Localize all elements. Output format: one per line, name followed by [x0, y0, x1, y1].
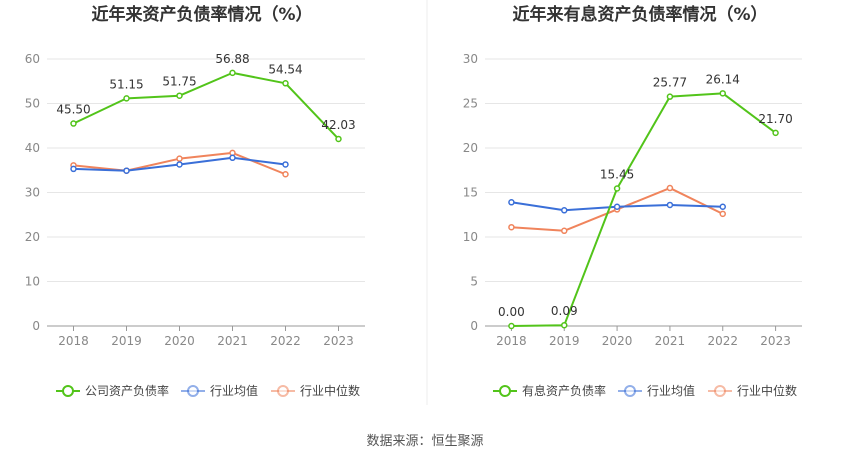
y-tick-label: 30 — [25, 186, 40, 200]
data-label: 25.77 — [653, 76, 687, 90]
y-tick-label: 10 — [463, 230, 478, 244]
data-label: 51.75 — [162, 75, 196, 89]
series-1-point — [282, 80, 289, 87]
series-3-point — [666, 184, 674, 192]
chart-title: 近年来有息资产负债率情况（%） — [512, 4, 767, 25]
x-tick-label: 2020 — [164, 334, 195, 348]
series-1-point — [613, 185, 621, 192]
series-2-point — [176, 161, 183, 168]
series-1-point — [123, 95, 130, 102]
series-2-point — [561, 207, 568, 214]
series-1-point — [335, 135, 342, 143]
data-label: 15.45 — [600, 167, 634, 181]
x-tick-label: 2021 — [655, 334, 686, 348]
data-source-note: 数据来源：恒生聚源 — [366, 434, 484, 449]
y-tick-label: 40 — [25, 141, 40, 155]
chart-2: 近年来有息资产负债率情况（%） 0 5 10 15 20 25 30 2018 2019 2020 2… — [463, 4, 802, 398]
y-tick-label: 0 — [470, 319, 478, 333]
chart-1: 近年来资产负债率情况（%） 0 10 20 30 40 50 60 2018 2019 2020 20… — [25, 4, 365, 398]
series-1-point — [176, 92, 183, 99]
series-3-point — [719, 210, 726, 218]
x-tick-label: 2023 — [760, 334, 791, 348]
legend-marker-3 — [714, 385, 726, 397]
legend-marker-1 — [499, 385, 511, 397]
legend-label-1: 有息资产负债率 — [522, 383, 606, 398]
x-tick-label: 2019 — [549, 334, 580, 348]
x-tick-label: 2023 — [323, 334, 354, 348]
data-label: 0.09 — [551, 304, 578, 318]
series-1-point — [719, 90, 726, 97]
x-tick-label: 2019 — [111, 334, 142, 348]
data-label: 51.15 — [109, 77, 143, 91]
series-1-point — [70, 120, 77, 127]
y-tick-label: 30 — [463, 52, 478, 66]
legend-marker-1 — [62, 385, 74, 397]
series-2-point — [508, 199, 515, 206]
y-tick-label: 20 — [463, 141, 478, 155]
series-3-point — [561, 227, 568, 235]
series-2-point — [70, 165, 77, 173]
y-tick-label: 25 — [463, 97, 478, 111]
y-tick-label: 20 — [25, 230, 40, 244]
y-tick-label: 10 — [25, 275, 40, 289]
data-label: 54.54 — [268, 62, 302, 76]
data-label: 45.50 — [56, 103, 90, 117]
legend-label-2: 行业均值 — [210, 383, 258, 398]
data-label: 26.14 — [706, 72, 740, 86]
series-2-point — [719, 203, 726, 210]
x-tick-label: 2022 — [270, 334, 301, 348]
series-line-1 — [511, 92, 777, 327]
series-2-point — [229, 154, 236, 162]
x-tick-label: 2018 — [58, 334, 89, 348]
series-3-point — [282, 171, 289, 178]
series-1-point — [772, 129, 779, 137]
y-tick-label: 0 — [32, 319, 40, 333]
series-1-point — [561, 321, 568, 329]
legend-marker-3 — [277, 385, 289, 397]
data-label: 56.88 — [215, 52, 249, 66]
legend-marker-2 — [624, 385, 636, 397]
x-tick-label: 2018 — [496, 334, 527, 348]
series-3-point — [176, 155, 183, 162]
series-2-point — [666, 201, 674, 209]
data-label: 21.70 — [758, 112, 792, 126]
legend-label-1: 公司资产负债率 — [85, 383, 169, 398]
y-tick-label: 5 — [470, 275, 478, 289]
series-3-point — [508, 223, 515, 231]
x-tick-label: 2021 — [217, 334, 248, 348]
legend-label-3: 行业中位数 — [300, 383, 360, 398]
data-label: 42.03 — [321, 118, 355, 132]
y-tick-label: 50 — [25, 97, 40, 111]
y-tick-label: 15 — [463, 186, 478, 200]
series-2-point — [123, 167, 130, 174]
series-2-point — [613, 203, 621, 210]
y-tick-label: 60 — [25, 52, 40, 66]
legend-label-3: 行业中位数 — [737, 383, 797, 398]
x-tick-label: 2022 — [707, 334, 738, 348]
series-1-point — [508, 322, 515, 330]
legend-label-2: 行业均值 — [647, 383, 695, 398]
data-label: 0.00 — [498, 305, 525, 319]
series-line-1 — [73, 71, 340, 140]
chart-title: 近年来资产负债率情况（%） — [91, 4, 312, 25]
series-2-point — [282, 161, 289, 168]
series-1-point — [229, 69, 236, 77]
series-1-point — [666, 93, 674, 100]
legend-marker-2 — [187, 385, 199, 397]
x-tick-label: 2020 — [602, 334, 633, 348]
